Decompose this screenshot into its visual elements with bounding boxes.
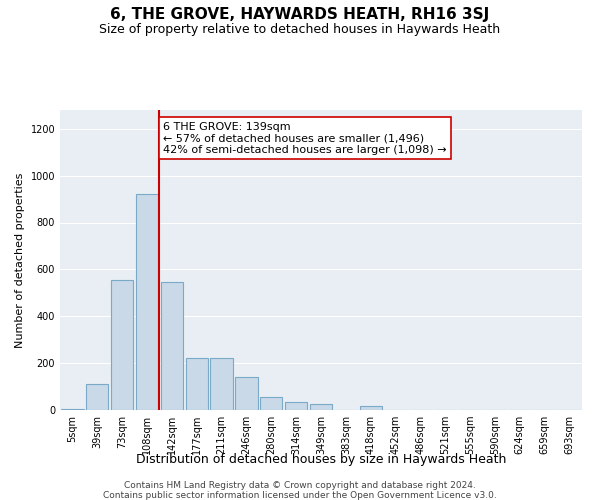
Text: Distribution of detached houses by size in Haywards Heath: Distribution of detached houses by size … xyxy=(136,452,506,466)
Bar xyxy=(86,384,109,410)
Y-axis label: Number of detached properties: Number of detached properties xyxy=(15,172,25,348)
Bar xyxy=(136,194,158,410)
Bar xyxy=(111,280,133,410)
Bar xyxy=(61,409,83,410)
Bar xyxy=(310,404,332,410)
Text: Contains public sector information licensed under the Open Government Licence v3: Contains public sector information licen… xyxy=(103,491,497,500)
Bar xyxy=(211,358,233,410)
Text: Size of property relative to detached houses in Haywards Heath: Size of property relative to detached ho… xyxy=(100,22,500,36)
Text: 6 THE GROVE: 139sqm
← 57% of detached houses are smaller (1,496)
42% of semi-det: 6 THE GROVE: 139sqm ← 57% of detached ho… xyxy=(163,122,447,155)
Bar xyxy=(185,358,208,410)
Bar xyxy=(285,402,307,410)
Bar xyxy=(161,282,183,410)
Text: Contains HM Land Registry data © Crown copyright and database right 2024.: Contains HM Land Registry data © Crown c… xyxy=(124,481,476,490)
Bar xyxy=(235,377,257,410)
Bar xyxy=(359,406,382,410)
Bar xyxy=(260,397,283,410)
Text: 6, THE GROVE, HAYWARDS HEATH, RH16 3SJ: 6, THE GROVE, HAYWARDS HEATH, RH16 3SJ xyxy=(110,8,490,22)
